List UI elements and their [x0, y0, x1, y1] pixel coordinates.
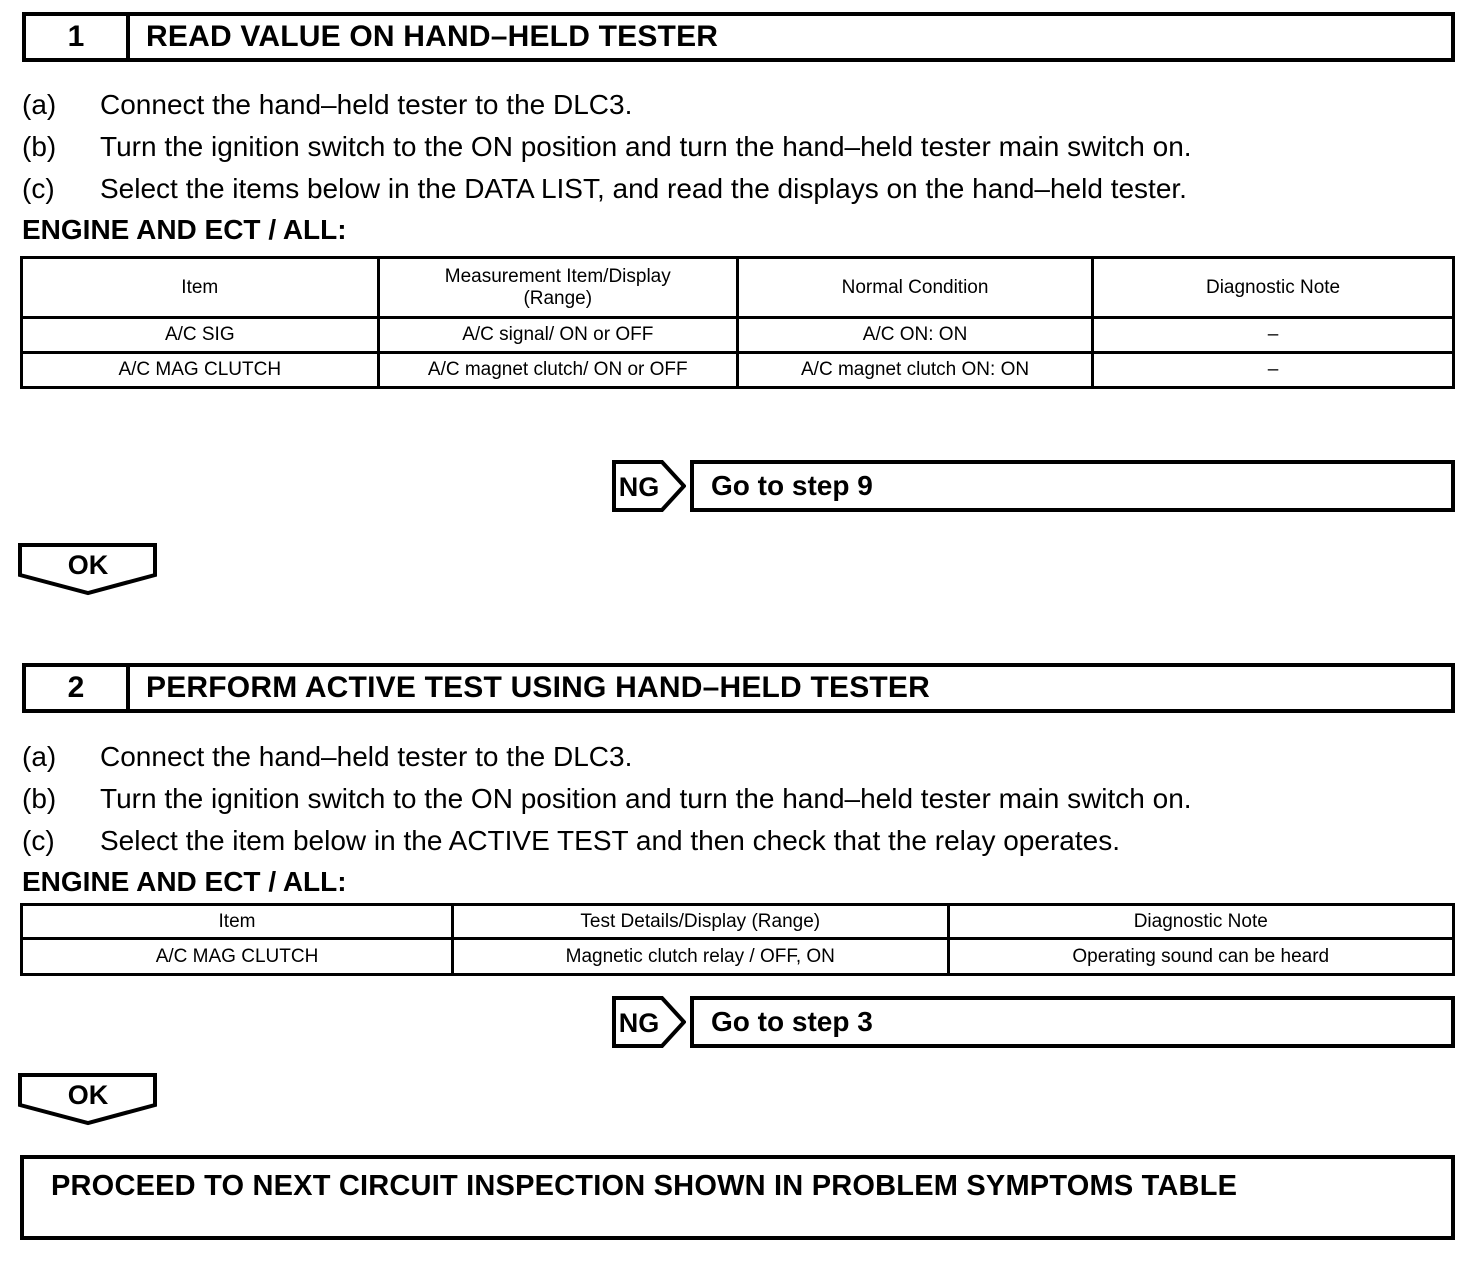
step-2-substeps: (a) Connect the hand–held tester to the …: [22, 740, 1452, 898]
table-1-header-diagnostic-note: Diagnostic Note: [1091, 256, 1455, 319]
substep-1c-label: (c): [22, 173, 55, 205]
step-2-mode-line: ENGINE AND ECT / ALL:: [22, 866, 347, 898]
table-1-cell: A/C signal/ ON or OFF: [376, 316, 739, 354]
table-1-header-item: Item: [20, 256, 380, 319]
step-1-mode-line: ENGINE AND ECT / ALL:: [22, 214, 347, 246]
table-2-cell: Magnetic clutch relay / OFF, ON: [451, 937, 950, 976]
ok-arrow-icon: OK: [18, 543, 157, 596]
step-1-header: 1 READ VALUE ON HAND–HELD TESTER: [22, 12, 1455, 62]
substep-1b: (b) Turn the ignition switch to the ON p…: [22, 130, 1452, 163]
substep-2a: (a) Connect the hand–held tester to the …: [22, 740, 1452, 773]
table-1-cell: A/C MAG CLUTCH: [20, 351, 380, 389]
ng-arrow-icon: NG: [612, 996, 686, 1048]
table-2-cell: A/C MAG CLUTCH: [19, 937, 455, 976]
step-2-data-table: Item Test Details/Display (Range) Diagno…: [19, 903, 1455, 976]
step-1-substeps: (a) Connect the hand–held tester to the …: [22, 88, 1452, 246]
step-1-title: READ VALUE ON HAND–HELD TESTER: [146, 20, 719, 53]
step-2-title: PERFORM ACTIVE TEST USING HAND–HELD TEST…: [146, 671, 931, 704]
substep-1a-label: (a): [22, 89, 57, 120]
table-row: A/C MAG CLUTCH A/C magnet clutch/ ON or …: [20, 351, 1455, 389]
table-row: A/C MAG CLUTCH Magnetic clutch relay / O…: [19, 937, 1455, 976]
table-2-header-diagnostic-note: Diagnostic Note: [946, 903, 1455, 940]
step-1-data-table: Item Measurement Item/Display (Range) No…: [20, 256, 1455, 389]
table-1-header-normal-condition: Normal Condition: [735, 256, 1095, 319]
table-2-header-test-details: Test Details/Display (Range): [451, 903, 950, 940]
ng-label: NG: [619, 472, 660, 502]
substep-1a: (a) Connect the hand–held tester to the …: [22, 88, 1452, 121]
substep-2b-text: Turn the ignition switch to the ON posit…: [100, 783, 1192, 815]
table-1-cell: –: [1091, 351, 1455, 389]
ok-label: OK: [68, 550, 109, 580]
step-2-ng-row: NG Go to step 3: [612, 996, 1455, 1048]
ng-label: NG: [619, 1008, 660, 1038]
step-1-ng-row: NG Go to step 9: [612, 460, 1455, 512]
substep-1b-label: (b): [22, 131, 57, 163]
step-1-number: 1: [26, 16, 130, 58]
proceed-direction-box: PROCEED TO NEXT CIRCUIT INSPECTION SHOWN…: [20, 1155, 1455, 1240]
table-1-header-measurement: Measurement Item/Display (Range): [376, 256, 739, 319]
substep-2c-text: Select the item below in the ACTIVE TEST…: [100, 825, 1120, 857]
table-2-header-row: Item Test Details/Display (Range) Diagno…: [19, 903, 1455, 940]
table-1-cell: A/C magnet clutch/ ON or OFF: [376, 351, 739, 389]
proceed-direction-text: PROCEED TO NEXT CIRCUIT INSPECTION SHOWN…: [51, 1170, 1238, 1202]
substep-1a-text: Connect the hand–held tester to the DLC3…: [100, 89, 633, 120]
table-1-cell: A/C SIG: [20, 316, 380, 354]
ok-label: OK: [68, 1080, 109, 1110]
substep-2a-text: Connect the hand–held tester to the DLC3…: [100, 741, 633, 772]
table-1-cell: A/C ON: ON: [735, 316, 1095, 354]
substep-2c: (c) Select the item below in the ACTIVE …: [22, 824, 1452, 857]
substep-2c-label: (c): [22, 825, 55, 857]
table-1-header-row: Item Measurement Item/Display (Range) No…: [20, 256, 1455, 319]
table-row: A/C SIG A/C signal/ ON or OFF A/C ON: ON…: [20, 316, 1455, 354]
step-1-ng-action-box: Go to step 9: [690, 460, 1455, 512]
step-2-ng-action-box: Go to step 3: [690, 996, 1455, 1048]
step-2-ng-action-text: Go to step 3: [711, 1006, 873, 1037]
substep-1c: (c) Select the items below in the DATA L…: [22, 172, 1452, 205]
substep-2b-label: (b): [22, 783, 57, 815]
substep-1c-text: Select the items below in the DATA LIST,…: [100, 173, 1187, 205]
substep-1b-text: Turn the ignition switch to the ON posit…: [100, 131, 1192, 163]
ok-arrow-icon: OK: [18, 1073, 157, 1126]
table-2-header-item: Item: [19, 903, 455, 940]
substep-2b: (b) Turn the ignition switch to the ON p…: [22, 782, 1452, 815]
table-1-cell: –: [1091, 316, 1455, 354]
ng-arrow-icon: NG: [612, 460, 686, 512]
table-2-cell: Operating sound can be heard: [946, 937, 1455, 976]
substep-2a-label: (a): [22, 741, 57, 772]
table-1-cell: A/C magnet clutch ON: ON: [735, 351, 1095, 389]
step-2-header: 2 PERFORM ACTIVE TEST USING HAND–HELD TE…: [22, 663, 1455, 713]
step-2-number: 2: [26, 667, 130, 709]
step-1-ng-action-text: Go to step 9: [711, 470, 873, 501]
